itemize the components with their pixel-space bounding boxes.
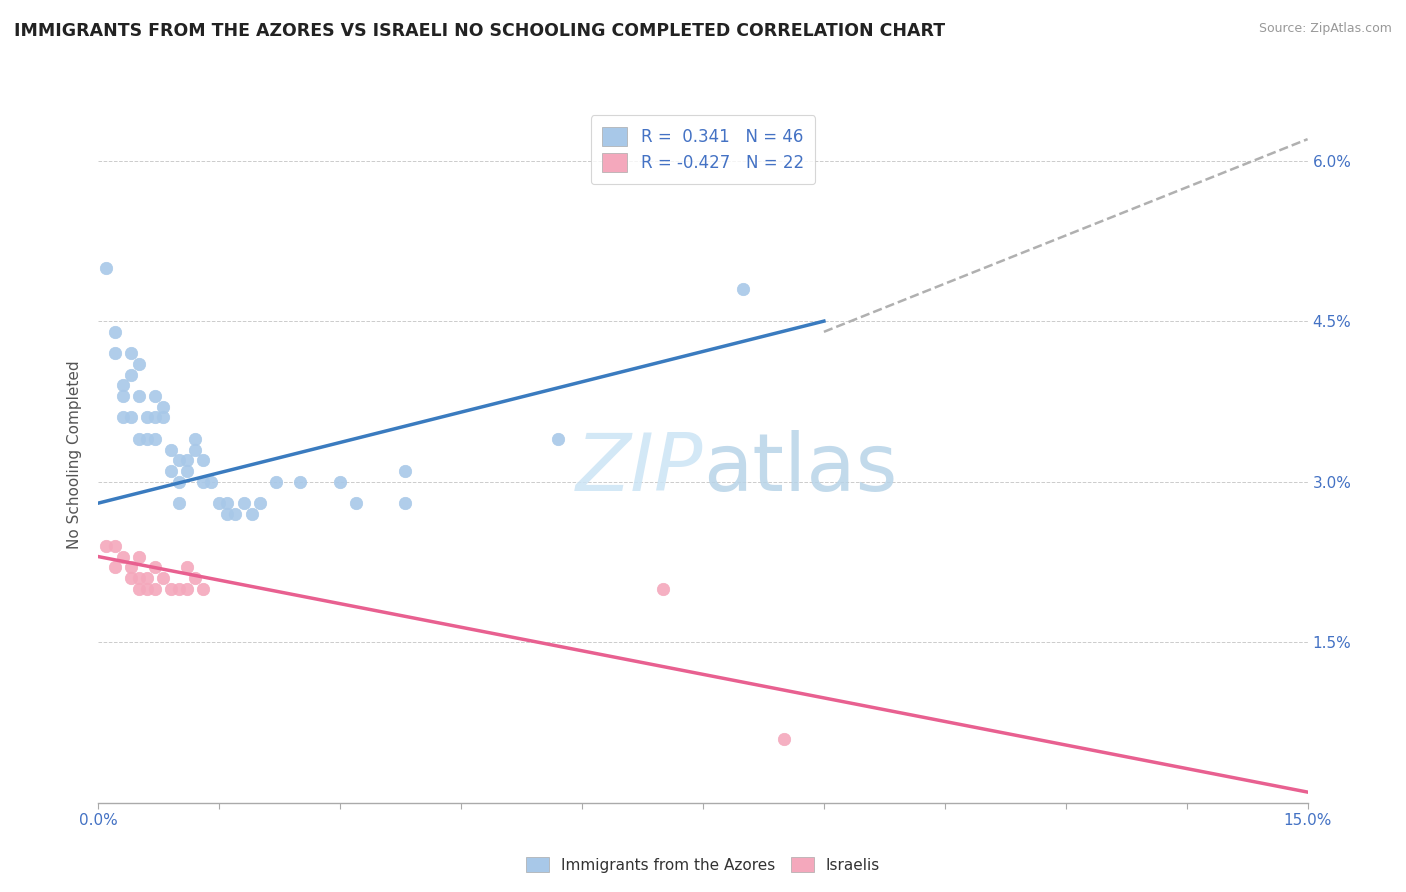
Point <box>96 260 118 275</box>
Point <box>772 731 794 746</box>
Point <box>143 410 166 425</box>
Point <box>344 496 367 510</box>
Point <box>120 346 142 360</box>
Point <box>176 560 198 574</box>
Point <box>143 432 166 446</box>
Point <box>176 453 198 467</box>
Point <box>208 496 231 510</box>
Text: IMMIGRANTS FROM THE AZORES VS ISRAELI NO SCHOOLING COMPLETED CORRELATION CHART: IMMIGRANTS FROM THE AZORES VS ISRAELI NO… <box>14 22 945 40</box>
Point <box>120 571 142 585</box>
Point <box>193 475 215 489</box>
Point <box>160 442 183 457</box>
Point <box>120 410 142 425</box>
Point <box>160 464 183 478</box>
Point <box>240 507 263 521</box>
Point <box>135 571 157 585</box>
Point <box>128 582 150 596</box>
Point <box>288 475 311 489</box>
Legend: Immigrants from the Azores, Israelis: Immigrants from the Azores, Israelis <box>520 850 886 879</box>
Point <box>152 410 174 425</box>
Point <box>143 560 166 574</box>
Point <box>224 507 246 521</box>
Point <box>143 582 166 596</box>
Point <box>167 496 190 510</box>
Text: atlas: atlas <box>703 430 897 508</box>
Y-axis label: No Schooling Completed: No Schooling Completed <box>67 360 83 549</box>
Point <box>96 539 118 553</box>
Point <box>111 389 134 403</box>
Point <box>128 389 150 403</box>
Point <box>111 549 134 564</box>
Point <box>103 539 125 553</box>
Point <box>103 560 125 574</box>
Point <box>329 475 352 489</box>
Point <box>193 453 215 467</box>
Point <box>135 432 157 446</box>
Point <box>184 571 207 585</box>
Point <box>249 496 271 510</box>
Point <box>135 582 157 596</box>
Point <box>111 410 134 425</box>
Point <box>176 464 198 478</box>
Point <box>111 378 134 392</box>
Point <box>193 582 215 596</box>
Point <box>103 325 125 339</box>
Point <box>394 496 416 510</box>
Point <box>176 582 198 596</box>
Text: ZIP: ZIP <box>575 430 703 508</box>
Point <box>217 496 239 510</box>
Point <box>167 475 190 489</box>
Point <box>143 389 166 403</box>
Point <box>128 571 150 585</box>
Point <box>160 582 183 596</box>
Point <box>120 368 142 382</box>
Point <box>128 357 150 371</box>
Point <box>135 410 157 425</box>
Point <box>167 582 190 596</box>
Point <box>167 453 190 467</box>
Point <box>217 507 239 521</box>
Point <box>232 496 254 510</box>
Point <box>200 475 222 489</box>
Point <box>103 346 125 360</box>
Point <box>152 400 174 414</box>
Point <box>547 432 569 446</box>
Text: Source: ZipAtlas.com: Source: ZipAtlas.com <box>1258 22 1392 36</box>
Point <box>184 432 207 446</box>
Point <box>394 464 416 478</box>
Point <box>120 560 142 574</box>
Point <box>128 432 150 446</box>
Point <box>733 282 755 296</box>
Point <box>152 571 174 585</box>
Point <box>651 582 673 596</box>
Point <box>264 475 287 489</box>
Point <box>128 549 150 564</box>
Point <box>184 442 207 457</box>
